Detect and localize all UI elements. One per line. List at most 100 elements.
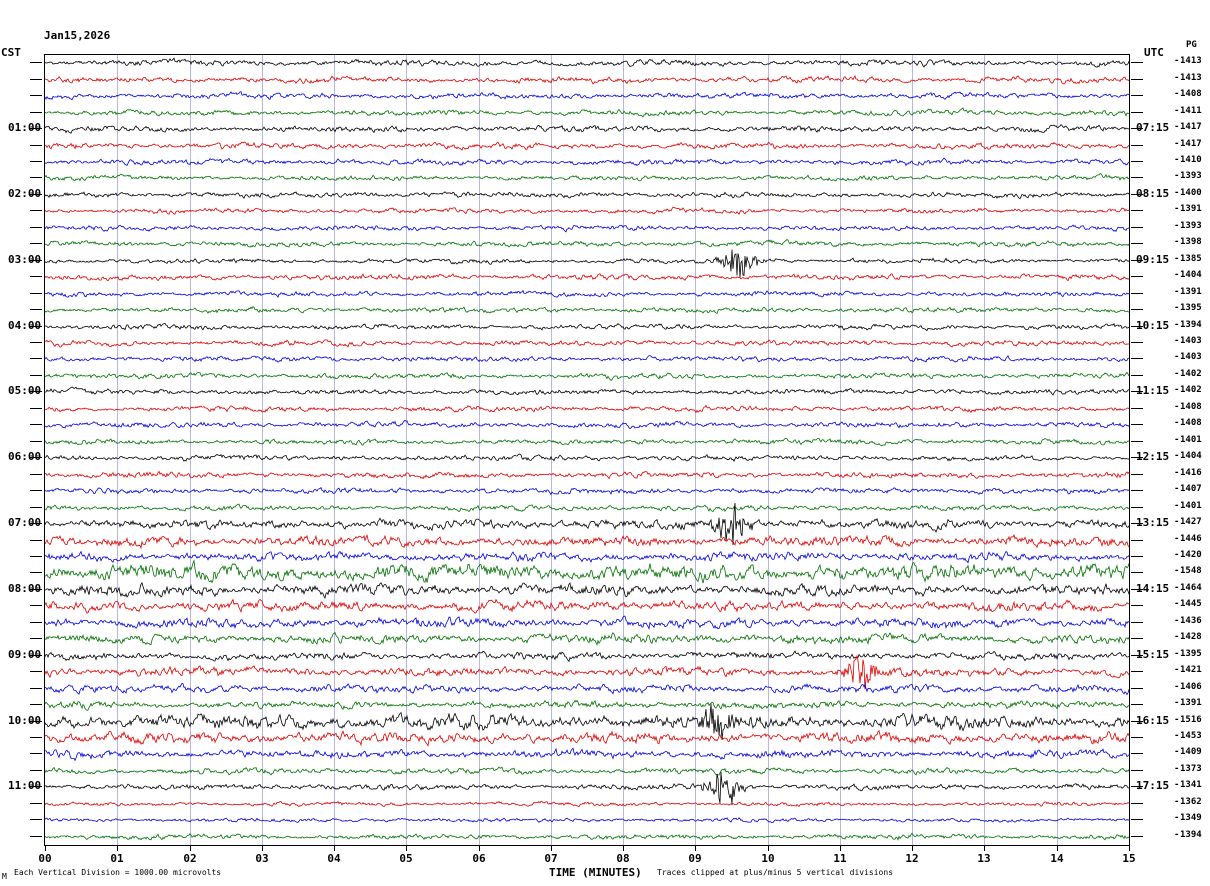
- left-tick: [30, 671, 42, 672]
- amplitude-value: 1404: [1180, 451, 1202, 462]
- trace-row: [45, 798, 1129, 842]
- trace-row: [45, 469, 1129, 513]
- left-tick: [30, 391, 42, 392]
- trace-row: [45, 700, 1129, 744]
- amplitude-value: 1408: [1180, 401, 1202, 412]
- amplitude-value: 1420: [1180, 549, 1202, 560]
- right-tick: [1131, 836, 1143, 837]
- amplitude-dash: -: [1174, 731, 1180, 742]
- x-tick-label: 12: [905, 852, 919, 865]
- amplitude-dash: -: [1174, 632, 1180, 643]
- right-tick: [1131, 786, 1143, 787]
- x-tick-label: 03: [255, 852, 269, 865]
- right-tick: [1131, 770, 1143, 771]
- right-tick: [1131, 704, 1143, 705]
- x-axis-title: TIME (MINUTES): [549, 866, 642, 879]
- amplitude-dash: -: [1174, 533, 1180, 544]
- left-tick: [30, 194, 42, 195]
- amplitude-value: 1436: [1180, 615, 1202, 626]
- x-tick: [840, 846, 841, 851]
- right-tick: [1131, 358, 1143, 359]
- right-tick: [1131, 540, 1143, 541]
- left-tick: [30, 177, 42, 178]
- right-tick: [1131, 441, 1143, 442]
- left-tick: [30, 128, 42, 129]
- amplitude-dash: -: [1174, 154, 1180, 165]
- amplitude-dash: -: [1174, 352, 1180, 363]
- amplitude-value: 1403: [1180, 352, 1202, 363]
- right-tick: [1131, 391, 1143, 392]
- trace-row: [45, 732, 1129, 776]
- amplitude-value: 1428: [1180, 632, 1202, 643]
- header-date: Jan15,2026: [44, 29, 111, 42]
- left-tick: [30, 786, 42, 787]
- right-tick: [1131, 128, 1143, 129]
- trace-row: [45, 173, 1129, 217]
- trace-row: [45, 370, 1129, 414]
- x-tick: [768, 846, 769, 851]
- right-time-label: 13:15: [1136, 516, 1170, 530]
- trace-row: [45, 91, 1129, 135]
- right-tick: [1131, 589, 1143, 590]
- amplitude-dash: -: [1174, 89, 1180, 100]
- x-tick-label: 00: [38, 852, 52, 865]
- grid-line-vertical: [117, 55, 118, 845]
- trace-row: [45, 354, 1129, 398]
- amplitude-value: 1445: [1180, 599, 1202, 610]
- x-tick: [1129, 846, 1130, 851]
- x-tick: [334, 846, 335, 851]
- left-tick: [30, 95, 42, 96]
- left-tick: [30, 358, 42, 359]
- right-tick: [1131, 309, 1143, 310]
- x-tick: [912, 846, 913, 851]
- grid-line-vertical: [695, 55, 696, 845]
- right-tick: [1131, 161, 1143, 162]
- amplitude-dash: -: [1174, 549, 1180, 560]
- amplitude-value: 1394: [1180, 829, 1202, 840]
- amplitude-dash: -: [1174, 253, 1180, 264]
- amplitude-dash: -: [1174, 434, 1180, 445]
- amplitude-value: 1398: [1180, 237, 1202, 248]
- amplitude-dash: -: [1174, 829, 1180, 840]
- right-time-label: 09:15: [1136, 252, 1170, 266]
- amplitude-value: 1391: [1180, 698, 1202, 709]
- amplitude-dash: -: [1174, 171, 1180, 182]
- trace-row: [45, 584, 1129, 628]
- right-tick: [1131, 260, 1143, 261]
- amplitude-dash: -: [1174, 599, 1180, 610]
- trace-row: [45, 124, 1129, 168]
- trace-row: [45, 436, 1129, 480]
- right-tick: [1131, 177, 1143, 178]
- right-tick: [1131, 721, 1143, 722]
- left-tick: [30, 457, 42, 458]
- x-tick-label: 11: [833, 852, 847, 865]
- amplitude-dash: -: [1174, 368, 1180, 379]
- trace-row: [45, 551, 1129, 595]
- x-tick: [695, 846, 696, 851]
- amplitude-dash: -: [1174, 665, 1180, 676]
- x-tick-label: 01: [110, 852, 124, 865]
- left-tick: [30, 507, 42, 508]
- grid-line-vertical: [984, 55, 985, 845]
- trace-row: [45, 156, 1129, 200]
- right-time-label: 14:15: [1136, 581, 1170, 595]
- trace-row: [45, 749, 1129, 793]
- trace-row: [45, 239, 1129, 283]
- amplitude-dash: -: [1174, 385, 1180, 396]
- left-tick: [30, 293, 42, 294]
- left-tick: [30, 227, 42, 228]
- left-tick: [30, 408, 42, 409]
- left-tick: [30, 605, 42, 606]
- amplitude-value: 1403: [1180, 336, 1202, 347]
- amplitude-dash: -: [1174, 698, 1180, 709]
- trace-row: [45, 288, 1129, 332]
- right-tick: [1131, 326, 1143, 327]
- left-tick: [30, 721, 42, 722]
- amplitude-value: 1394: [1180, 319, 1202, 330]
- left-tick: [30, 836, 42, 837]
- amplitude-dash: -: [1174, 187, 1180, 198]
- amplitude-value: 1411: [1180, 105, 1202, 116]
- right-tick: [1131, 622, 1143, 623]
- amplitude-value: 1349: [1180, 813, 1202, 824]
- right-axis-label: UTC: [1144, 46, 1164, 59]
